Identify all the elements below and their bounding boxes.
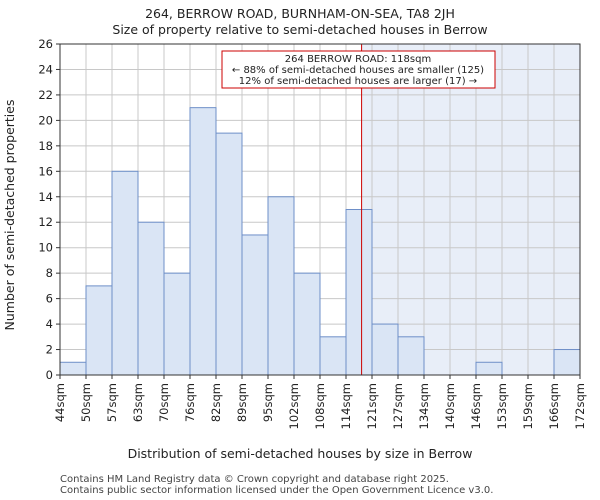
bar [163, 272, 191, 376]
bars [59, 107, 581, 376]
y-tick-label: 20 [38, 113, 53, 127]
x-tick-label: 159sqm [521, 383, 535, 429]
chart-title: 264, BERROW ROAD, BURNHAM-ON-SEA, TA8 2J… [145, 6, 455, 21]
x-tick-label: 82sqm [209, 383, 223, 422]
y-axis-label: Number of semi-detached properties [2, 100, 17, 331]
y-tick-label: 2 [46, 343, 53, 357]
annotation-line-2: ← 88% of semi-detached houses are smalle… [232, 65, 484, 76]
y-tick-label: 12 [38, 215, 53, 229]
bar [397, 336, 425, 376]
x-tick-label: 76sqm [183, 383, 197, 422]
annotation-box: 264 BERROW ROAD: 118sqm ← 88% of semi-de… [221, 50, 496, 89]
bar [319, 336, 347, 376]
annotation-line-1: 264 BERROW ROAD: 118sqm [285, 54, 431, 65]
bar [371, 323, 399, 376]
footer-licence: Contains public sector information licen… [60, 485, 494, 496]
bar [345, 209, 373, 376]
x-tick-label: 146sqm [469, 383, 483, 429]
bar [293, 272, 321, 376]
bar [475, 361, 503, 376]
footer-copyright: Contains HM Land Registry data © Crown c… [60, 474, 449, 485]
y-tick-label: 16 [38, 164, 53, 178]
chart-subtitle: Size of property relative to semi-detach… [112, 22, 487, 37]
x-tick-label: 50sqm [79, 383, 93, 422]
y-tick-label: 24 [38, 62, 53, 76]
x-tick-label: 140sqm [443, 383, 457, 429]
bar [111, 170, 139, 376]
x-tick-label: 44sqm [53, 383, 67, 422]
y-tick-label: 4 [46, 317, 53, 331]
x-tick-label: 114sqm [339, 383, 353, 429]
x-tick-label: 134sqm [417, 383, 431, 429]
bar [59, 361, 87, 376]
x-tick-label: 63sqm [131, 383, 145, 422]
bar [137, 221, 165, 376]
bar [267, 196, 295, 376]
x-tick-label: 121sqm [365, 383, 379, 429]
x-tick-label: 172sqm [573, 383, 587, 429]
bar [241, 234, 269, 376]
y-tick-label: 22 [38, 88, 53, 102]
y-tick-label: 6 [46, 292, 53, 306]
annotation-frame [221, 50, 496, 89]
bar [85, 285, 113, 376]
x-tick-label: 166sqm [547, 383, 561, 429]
x-axis: 44sqm 50sqm 57sqm 63sqm 70sqm 76sqm 82sqm 89sqm… [53, 375, 587, 429]
x-tick-label: 102sqm [287, 383, 301, 429]
y-tick-label: 26 [38, 37, 53, 51]
y-tick-label: 14 [38, 190, 53, 204]
x-tick-label: 108sqm [313, 383, 327, 429]
bar [215, 132, 243, 376]
bar [553, 349, 581, 376]
annotation-line-3: 12% of semi-detached houses are larger (… [239, 76, 477, 87]
y-tick-label: 0 [46, 368, 53, 382]
x-tick-label: 153sqm [495, 383, 509, 429]
x-tick-label: 70sqm [157, 383, 171, 422]
y-tick-label: 18 [38, 139, 53, 153]
y-tick-label: 10 [38, 241, 53, 255]
y-tick-label: 8 [46, 266, 53, 280]
x-tick-label: 95sqm [261, 383, 275, 422]
x-tick-label: 127sqm [391, 383, 405, 429]
bar [189, 107, 217, 376]
x-axis-label: Distribution of semi-detached houses by … [128, 446, 473, 461]
x-tick-label: 57sqm [105, 383, 119, 422]
x-tick-label: 89sqm [235, 383, 249, 422]
